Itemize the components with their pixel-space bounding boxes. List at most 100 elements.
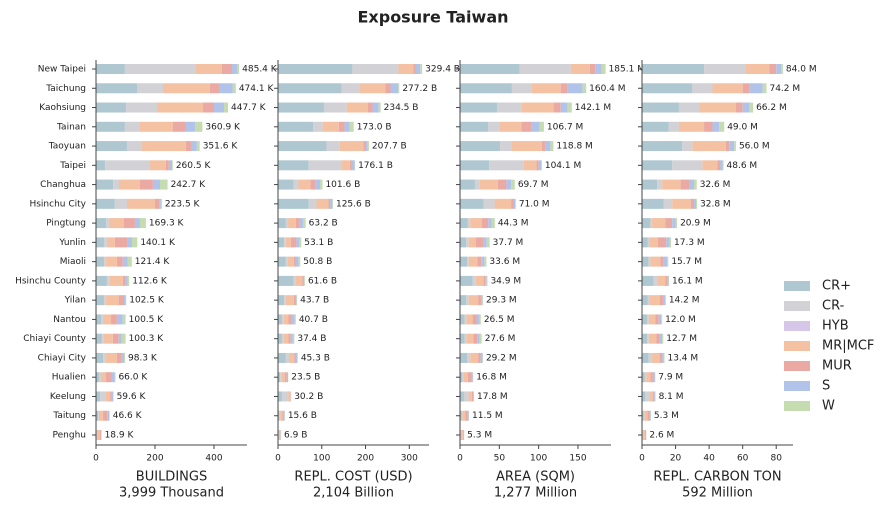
bar-segment (96, 160, 106, 171)
bar-segment (531, 121, 540, 132)
bar-segment (367, 141, 369, 152)
total-label: 44.3 M (498, 219, 529, 229)
bar-segment (642, 295, 648, 306)
bar-segment (648, 314, 656, 325)
bar-segment (479, 333, 482, 344)
bar-segment (154, 198, 160, 209)
y-tick-label: Chiayi City (38, 353, 87, 363)
bar-segment (664, 295, 666, 306)
bar-segment (152, 179, 160, 190)
bar-segment (293, 275, 296, 286)
bar-segment (213, 102, 224, 113)
bar-segment (338, 121, 345, 132)
bar-segment (657, 237, 667, 248)
bar-segment (648, 352, 653, 363)
bar-segment (209, 83, 219, 94)
bar-segment (288, 218, 296, 229)
legend-swatch (784, 301, 810, 311)
total-label: 56.0 M (739, 142, 770, 152)
bar-segment (165, 160, 169, 171)
bar-segment (236, 64, 240, 74)
bar-segment (116, 314, 123, 325)
bar-segment (172, 160, 173, 171)
bar-segment (494, 198, 512, 209)
bar-segment (344, 121, 350, 132)
bar-segment (278, 141, 327, 152)
total-label: 66.0 K (118, 373, 148, 383)
y-tick-label: Taipei (59, 161, 86, 171)
bar-segment (650, 256, 661, 267)
bar-segment (295, 352, 298, 363)
bar-segment (652, 218, 666, 229)
bar-segment (567, 102, 572, 113)
bar-segment (472, 275, 476, 286)
bar-segment (278, 237, 285, 248)
bar-segment (478, 295, 482, 306)
total-label: 23.5 B (291, 373, 320, 383)
bar-segment (96, 314, 102, 325)
bar-segment (378, 102, 381, 113)
bar-segment (486, 275, 488, 286)
bar-segment (488, 218, 492, 229)
bar-segment (111, 314, 117, 325)
legend-label: S (822, 379, 830, 394)
bar-segment (460, 141, 501, 152)
legend-label: CR+ (822, 279, 851, 294)
bar-segment (668, 275, 670, 286)
bar-segment (460, 237, 467, 248)
bar-segment (672, 160, 703, 171)
total-label: 17.3 M (674, 238, 705, 248)
bar-segment (582, 83, 587, 94)
x-axis-label: REPL. COST (USD) (294, 470, 412, 485)
total-label: 2.6 M (649, 431, 674, 441)
x-tick-label: 40 (703, 454, 715, 464)
bar-segment (762, 83, 767, 94)
bar-segment (278, 64, 353, 74)
bar-segment (288, 352, 295, 363)
bar-segment (285, 352, 289, 363)
bar-segment (278, 275, 294, 286)
x-tick-label: 300 (401, 454, 418, 464)
bar-segment (678, 102, 700, 113)
total-label: 351.6 K (203, 142, 239, 152)
bar-segment (96, 410, 99, 421)
total-label: 27.6 M (485, 334, 516, 344)
total-label: 45.3 B (301, 353, 330, 363)
total-label: 169.3 K (149, 219, 185, 229)
bar-segment (471, 372, 473, 383)
x-tick-label: 150 (569, 454, 586, 464)
bar-segment (466, 237, 469, 248)
total-label: 5.3 M (467, 431, 492, 441)
bar-segment (101, 372, 107, 383)
bar-segment (663, 256, 668, 267)
bar-segment (96, 198, 115, 209)
x-axis-label: AREA (SQM) (496, 470, 575, 485)
bar-segment (100, 391, 106, 402)
bar-segment (649, 391, 653, 402)
bar-segment (662, 352, 664, 363)
bar-segment (479, 314, 481, 325)
bar-segment (511, 198, 514, 209)
bar-segment (663, 352, 665, 363)
total-label: 53.1 B (304, 238, 333, 248)
bar-segment (462, 372, 464, 383)
bar-segment (515, 198, 516, 209)
bar-segment (468, 391, 472, 402)
total-label: 13.4 M (667, 353, 698, 363)
bar-segment (519, 64, 571, 74)
bar-segment (660, 256, 664, 267)
x-tick-label: 200 (357, 454, 374, 464)
bar-segment (98, 410, 104, 421)
bar-segment (461, 410, 463, 421)
bar-segment (478, 352, 481, 363)
bar-segment (105, 391, 111, 402)
bar-segment (293, 179, 299, 190)
bar-segment (488, 121, 500, 132)
bar-segment (109, 275, 123, 286)
total-label: 71.0 M (519, 199, 550, 209)
bar-segment (725, 141, 730, 152)
bar-segment (285, 218, 289, 229)
bar-segment (185, 141, 191, 152)
bar-segment (672, 198, 691, 209)
bar-segment (96, 295, 104, 306)
